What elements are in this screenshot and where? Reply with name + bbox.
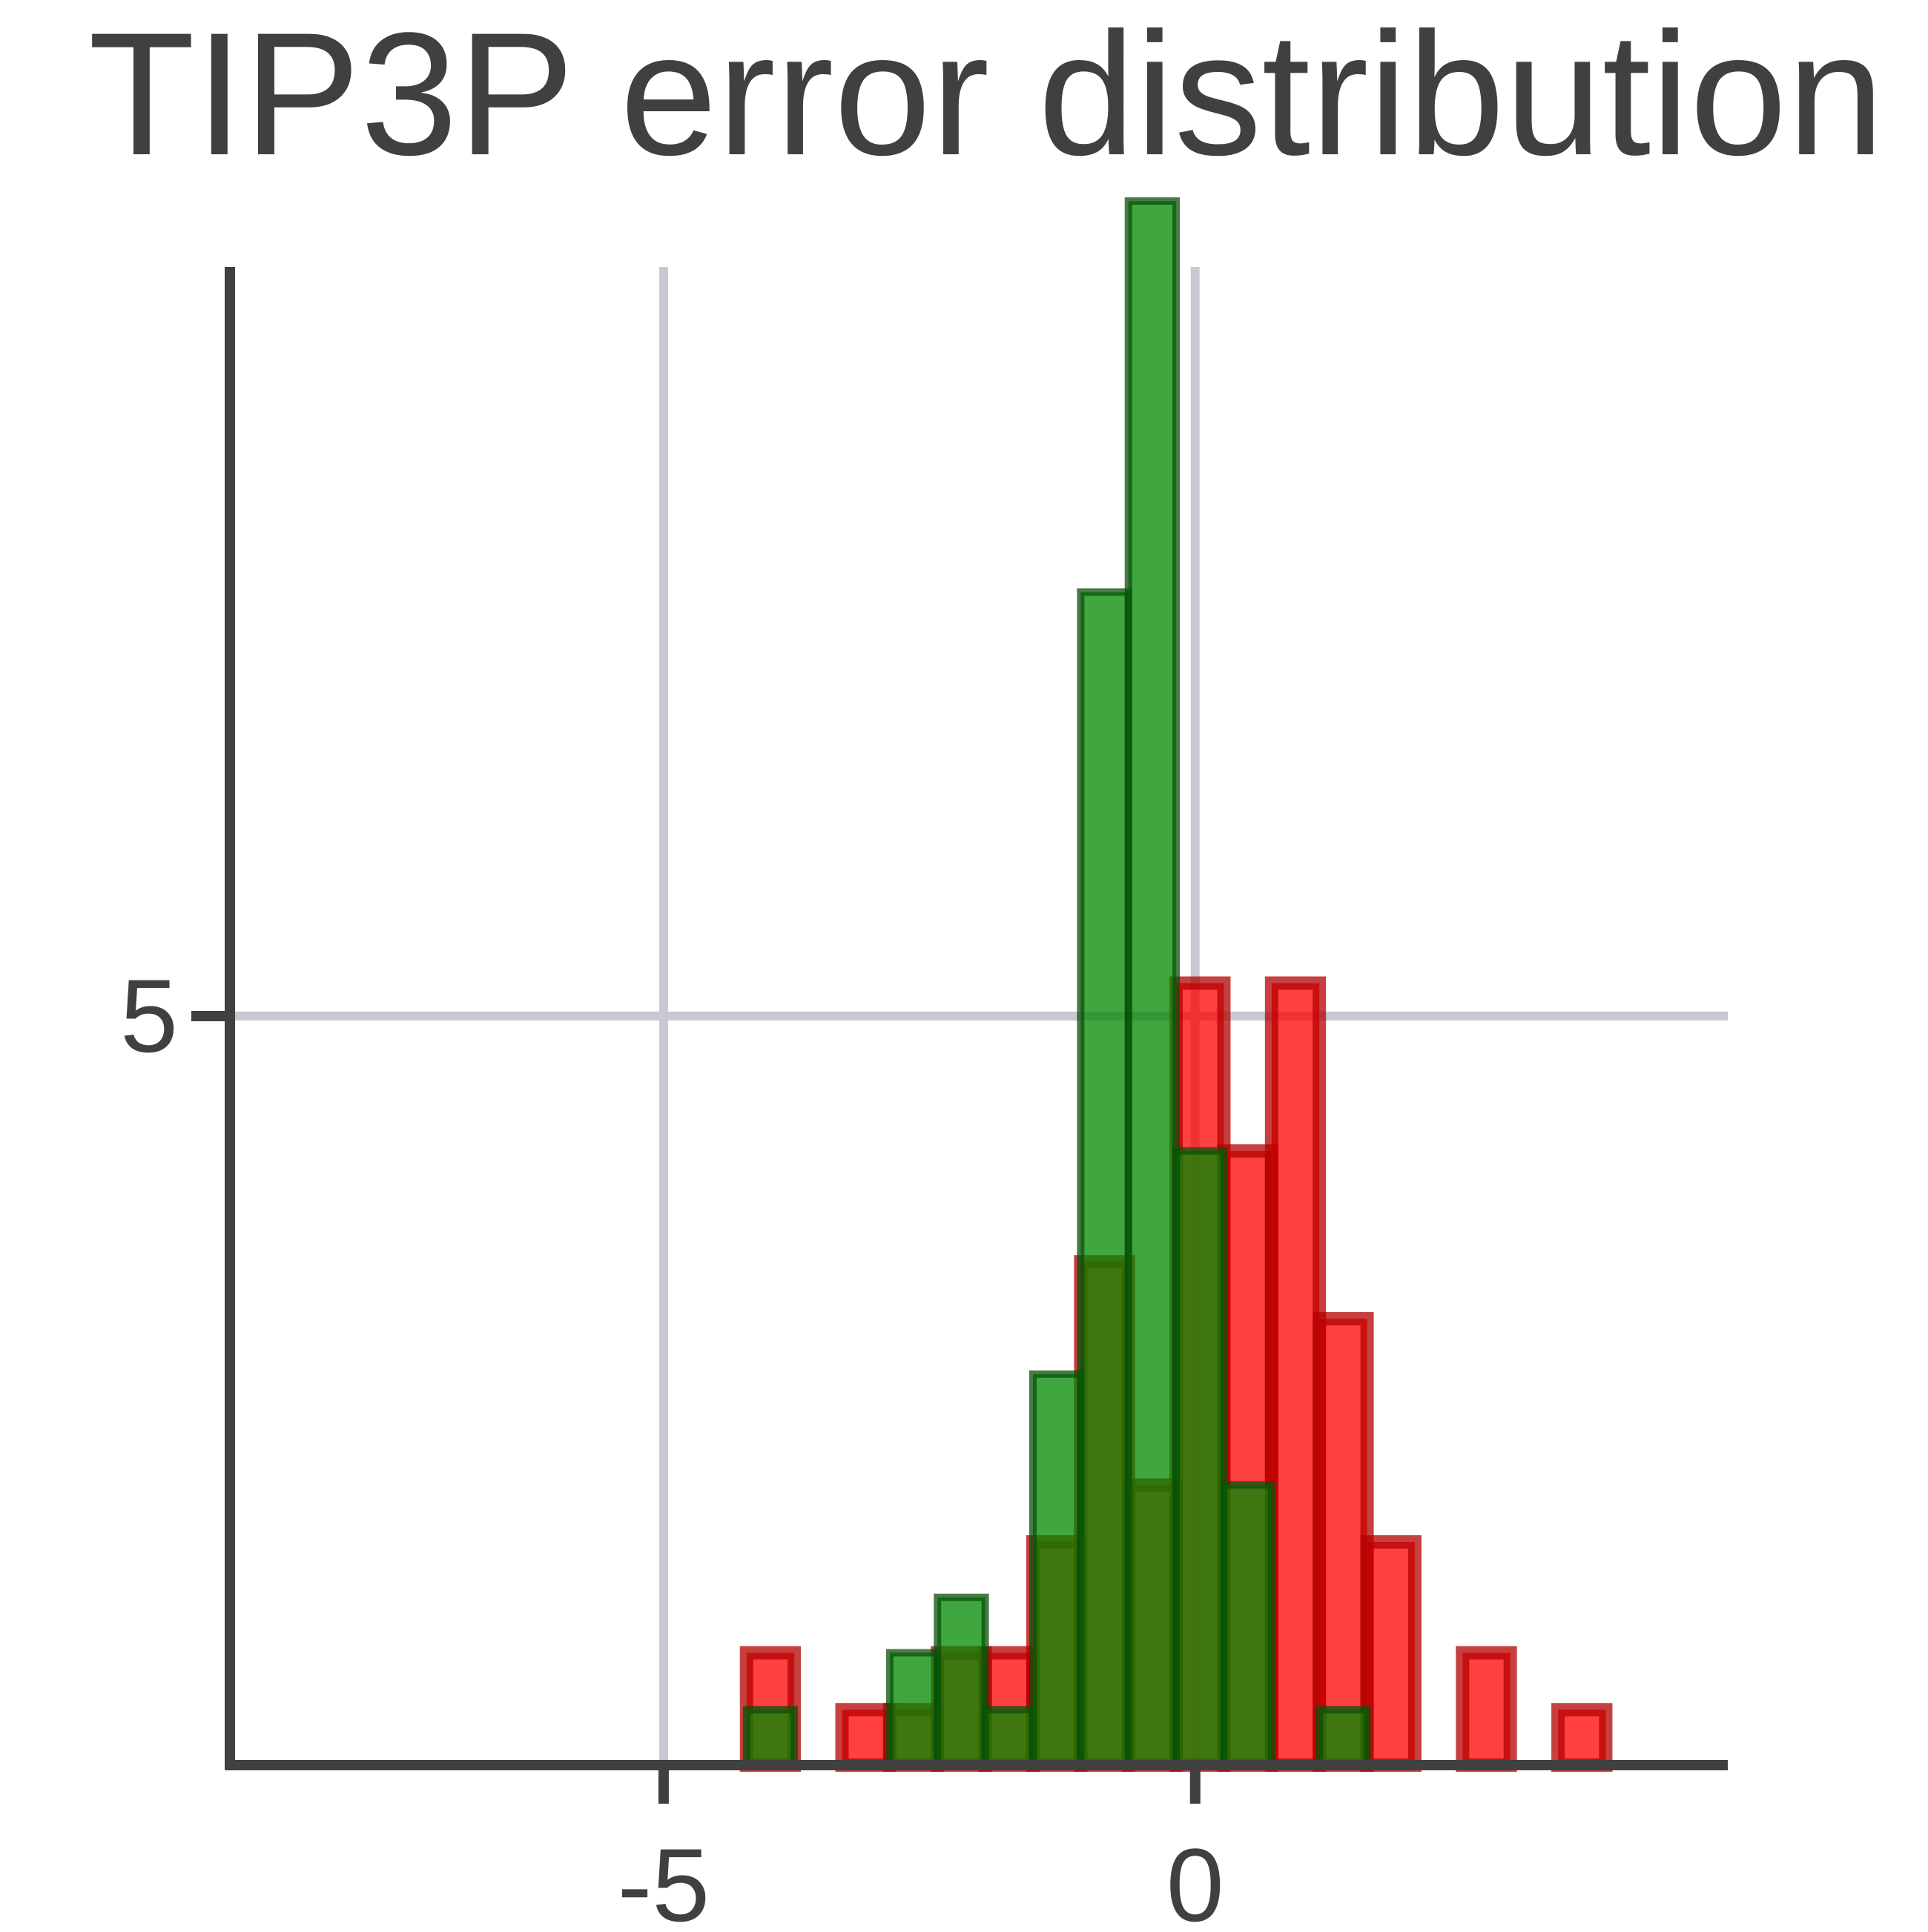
bar bbox=[1551, 1703, 1613, 1773]
bar bbox=[981, 1706, 1037, 1770]
bar bbox=[1124, 197, 1181, 1769]
bar bbox=[1264, 976, 1327, 1772]
chart-title: TIP3P error distribution bbox=[88, 0, 1884, 192]
bar bbox=[1172, 1147, 1228, 1770]
x-tick-label: -5 bbox=[618, 1827, 710, 1928]
bar bbox=[1360, 1535, 1422, 1773]
bar bbox=[1315, 1706, 1371, 1770]
bar bbox=[1077, 588, 1132, 1770]
bar bbox=[742, 1706, 799, 1770]
bar bbox=[1456, 1646, 1517, 1772]
bar bbox=[1220, 1481, 1275, 1769]
y-tick-label: 5 bbox=[120, 957, 178, 1074]
bar bbox=[1313, 1312, 1374, 1773]
bar bbox=[835, 1703, 897, 1773]
bar bbox=[1029, 1370, 1085, 1769]
bar bbox=[934, 1593, 989, 1770]
x-tick-label: 0 bbox=[1166, 1827, 1224, 1928]
bar bbox=[885, 1649, 942, 1769]
